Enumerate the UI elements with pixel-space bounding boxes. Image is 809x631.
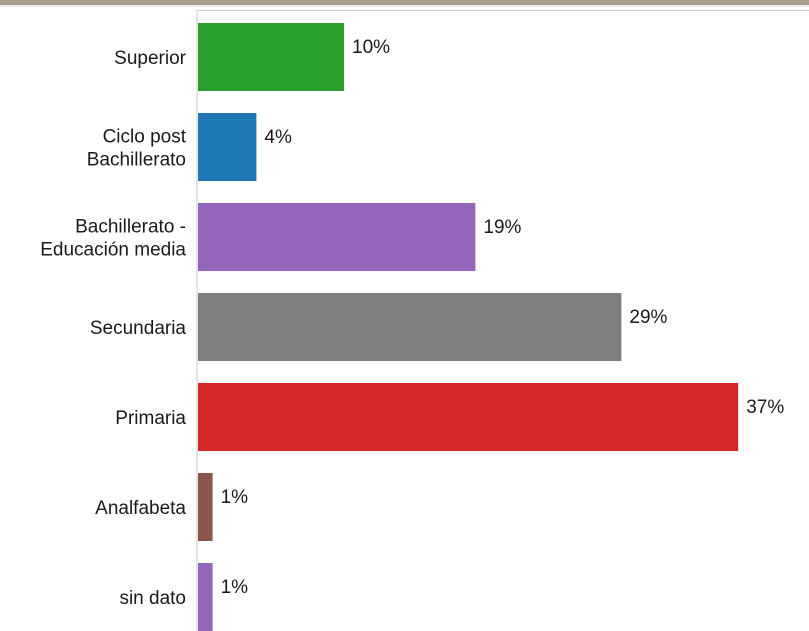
category-label-2: Ciclo post Bachillerato: [87, 127, 187, 171]
data-label-7: 1%: [221, 577, 249, 598]
data-label-1: 10%: [352, 37, 390, 58]
bars: [198, 23, 739, 631]
labels: 10% Superior 4% Ciclo post Bachillerato 19% Ba…: [40, 37, 784, 609]
data-label-4: 29%: [629, 307, 667, 328]
data-label-2: 4%: [264, 127, 292, 148]
bar-6: [198, 473, 213, 541]
bar-2: [198, 113, 257, 181]
bar-7: [198, 563, 213, 631]
data-label-5: 37%: [746, 397, 784, 418]
data-label-3: 19%: [483, 217, 521, 238]
category-label-3: Bachillerato -Educación media: [40, 217, 186, 261]
category-label-7: sin dato: [119, 588, 186, 609]
top-border: [0, 0, 809, 5]
data-label-6: 1%: [221, 487, 249, 508]
bar-4: [198, 293, 622, 361]
category-label-1: Superior: [114, 48, 186, 69]
category-label-5: Primaria: [115, 408, 186, 429]
category-label-6: Analfabeta: [95, 498, 186, 519]
bar-3: [198, 203, 476, 271]
bar-5: [198, 383, 739, 451]
category-label-4: Secundaria: [90, 318, 187, 339]
bar-1: [198, 23, 344, 91]
